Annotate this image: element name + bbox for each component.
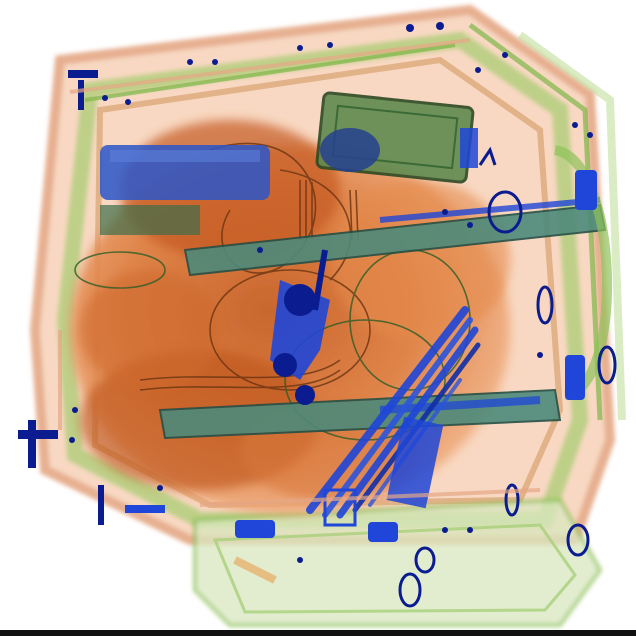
rod-bundle xyxy=(306,306,481,527)
battery-block xyxy=(100,145,270,235)
clips-and-rings xyxy=(18,22,617,608)
carry-handle xyxy=(553,145,613,400)
central-mechanism xyxy=(270,249,330,405)
bag-flap xyxy=(193,497,603,627)
electronic-device xyxy=(315,91,478,184)
bottom-edge-bar xyxy=(0,630,636,636)
zipper-tracks xyxy=(58,38,541,584)
